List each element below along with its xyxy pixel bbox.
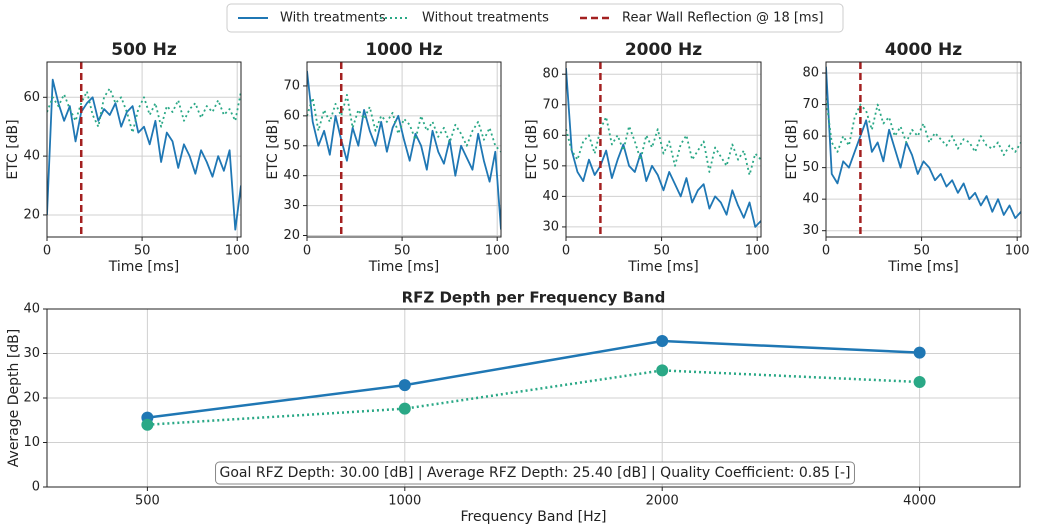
y-axis-label: ETC [dB] <box>265 119 281 179</box>
series-line <box>826 66 1021 219</box>
series-line <box>147 339 920 419</box>
legend-label: Rear Wall Reflection @ 18 [ms] <box>622 11 823 26</box>
x-tick-label: 50 <box>134 244 151 259</box>
chart-title: 2000 Hz <box>625 40 702 60</box>
x-axis-label: Time [ms] <box>627 259 699 275</box>
x-tick-label: 1000 <box>388 494 421 509</box>
x-tick-label: 100 <box>745 244 770 259</box>
x-tick-label: 0 <box>562 244 570 259</box>
x-tick-label: 100 <box>225 244 250 259</box>
x-tick-label: 100 <box>1005 244 1030 259</box>
marker <box>913 375 926 388</box>
x-axis-label: Time [ms] <box>368 259 440 275</box>
plot-frame <box>565 61 762 238</box>
y-tick-label: 70 <box>283 78 300 93</box>
plot-frame <box>46 308 1021 488</box>
x-tick-label: 0 <box>43 244 51 259</box>
series-line <box>566 116 761 176</box>
y-tick-label: 60 <box>802 129 819 144</box>
y-tick-label: 10 <box>23 435 40 450</box>
chart-title: 4000 Hz <box>885 40 962 60</box>
y-tick-label: 20 <box>23 207 40 222</box>
x-tick-label: 4000 <box>903 494 936 509</box>
series-line <box>826 98 1021 156</box>
marker <box>913 346 926 359</box>
marker <box>656 364 669 377</box>
y-tick-label: 40 <box>802 192 819 207</box>
y-axis-label: ETC [dB] <box>784 119 800 179</box>
x-tick-label: 500 <box>135 494 160 509</box>
y-tick-label: 50 <box>542 158 559 173</box>
y-tick-label: 80 <box>542 67 559 82</box>
y-tick-label: 40 <box>23 302 40 317</box>
y-tick-label: 30 <box>23 346 40 361</box>
y-axis-label: ETC [dB] <box>524 119 540 179</box>
plot-frame <box>825 61 1022 238</box>
x-axis-label: Time [ms] <box>108 259 180 275</box>
chart-title: 1000 Hz <box>365 40 442 60</box>
chart-title: RFZ Depth per Frequency Band <box>402 289 666 307</box>
x-tick-label: 0 <box>303 244 311 259</box>
series-line <box>307 94 501 153</box>
annotation-box <box>215 461 855 485</box>
y-tick-label: 70 <box>542 97 559 112</box>
plot <box>307 62 501 237</box>
marker <box>141 418 154 431</box>
x-tick-label: 50 <box>913 244 930 259</box>
y-tick-label: 30 <box>802 223 819 238</box>
chart-title: 500 Hz <box>111 40 177 60</box>
plot-frame <box>46 61 242 238</box>
y-tick-label: 80 <box>802 66 819 81</box>
x-tick-label: 50 <box>394 244 411 259</box>
y-tick-label: 60 <box>283 108 300 123</box>
plot-frame <box>306 61 502 238</box>
y-tick-label: 50 <box>283 138 300 153</box>
y-axis-label: Average Depth [dB] <box>6 329 22 467</box>
y-tick-label: 70 <box>802 97 819 112</box>
y-tick-label: 0 <box>32 480 40 495</box>
y-tick-label: 30 <box>283 198 300 213</box>
legend-box <box>226 3 844 33</box>
marker <box>398 379 411 392</box>
x-tick-label: 0 <box>822 244 830 259</box>
y-tick-label: 40 <box>283 168 300 183</box>
legend-label: With treatments <box>280 11 386 26</box>
series-line <box>307 70 501 230</box>
series-line <box>566 68 761 228</box>
y-axis-label: ETC [dB] <box>5 119 21 179</box>
plot <box>141 335 926 431</box>
plot <box>826 62 1021 237</box>
plot <box>47 62 241 237</box>
x-tick-label: 100 <box>485 244 510 259</box>
y-tick-label: 60 <box>542 128 559 143</box>
x-tick-label: 50 <box>653 244 670 259</box>
y-tick-label: 40 <box>23 149 40 164</box>
y-tick-label: 40 <box>542 189 559 204</box>
y-tick-label: 50 <box>802 160 819 175</box>
plot <box>566 62 761 237</box>
series-line <box>47 78 241 231</box>
legend-label: Without treatments <box>422 11 549 26</box>
marker <box>656 335 669 348</box>
y-tick-label: 30 <box>542 219 559 234</box>
series-line <box>147 369 920 426</box>
x-axis-label: Frequency Band [Hz] <box>461 509 607 525</box>
x-axis-label: Time [ms] <box>887 259 959 275</box>
annotation: Goal RFZ Depth: 30.00 [dB] | Average RFZ… <box>220 465 851 481</box>
x-tick-label: 2000 <box>646 494 679 509</box>
y-tick-label: 60 <box>23 90 40 105</box>
y-tick-label: 20 <box>283 228 300 243</box>
marker <box>398 402 411 415</box>
y-tick-label: 20 <box>23 391 40 406</box>
series-line <box>47 87 241 134</box>
